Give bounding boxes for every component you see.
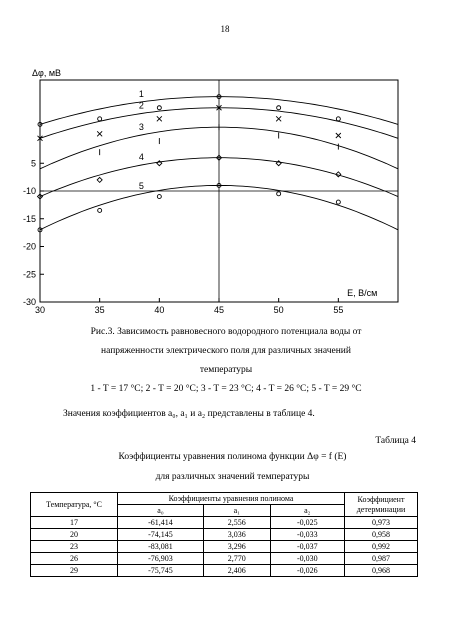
table-label: Таблица 4 xyxy=(375,436,416,446)
table-title-line-2: для различных значений температуры xyxy=(155,472,310,482)
series-2-point xyxy=(96,131,103,137)
cell-r2: 0,958 xyxy=(344,528,418,541)
cell-a0: -76,903 xyxy=(117,552,204,565)
series-1-label: 1 xyxy=(139,89,144,99)
y-axis-label: Δφ, мВ xyxy=(32,68,61,78)
series-4-label: 4 xyxy=(139,152,144,162)
cell-r2: 0,992 xyxy=(344,540,418,553)
series-4-point xyxy=(36,193,44,200)
cell-a2: -0,025 xyxy=(269,516,346,529)
series-3-label: 3 xyxy=(139,122,144,132)
series-4-curve xyxy=(39,157,399,198)
series-1-point xyxy=(97,116,103,122)
y-tick-label: -10 xyxy=(23,186,36,196)
header-coefficients: Коэффициенты уравнения полинома xyxy=(117,492,345,505)
cell-a2: -0,033 xyxy=(269,528,346,541)
caption-line-2: напряженности электрического поля для ра… xyxy=(101,346,351,356)
table-row: 17 -61,414 2,556 -0,025 0,973 xyxy=(30,516,418,529)
x-tick-label: 40 xyxy=(154,305,164,315)
coefficient-note: Значения коэффициентов a₀, a₁ и a₂ предс… xyxy=(63,409,315,419)
cell-a2: -0,037 xyxy=(269,540,346,553)
caption-line-1: Рис.3. Зависимость равновесного водородн… xyxy=(90,327,362,337)
cell-a2: -0,026 xyxy=(269,564,346,577)
header-determination: Коэффициент детерминации xyxy=(344,492,418,517)
cell-a1: 2,770 xyxy=(202,552,271,565)
header-temperature: Температура, °С xyxy=(30,492,118,517)
y-tick-label: -20 xyxy=(23,242,36,252)
page-number: 18 xyxy=(220,24,230,34)
subheader-a1: a₁ xyxy=(202,504,271,517)
series-2-label: 2 xyxy=(139,100,144,110)
series-1-point xyxy=(276,105,282,111)
cell-a1: 3,036 xyxy=(202,528,271,541)
series-4-point xyxy=(96,176,103,184)
series-4-point xyxy=(335,171,342,178)
x-tick-label: 35 xyxy=(95,305,105,315)
caption-line-4: 1 - T = 17 °C; 2 - T = 20 °C; 3 - T = 23… xyxy=(90,384,362,394)
series-1-curve xyxy=(39,96,399,125)
x-tick-label: 45 xyxy=(214,305,224,315)
table-row: 23 -83,081 3,296 -0,037 0,992 xyxy=(30,540,418,553)
y-tick-label: 5 xyxy=(31,158,36,168)
series-1-point xyxy=(37,121,43,127)
table-row: 26 -76,903 2,770 -0,030 0,987 xyxy=(30,552,418,565)
cell-a1: 2,406 xyxy=(202,564,271,577)
figure-caption: Рис.3. Зависимость равновесного водородн… xyxy=(30,323,422,399)
x-tick-label: 55 xyxy=(333,305,343,315)
cell-temperature: 26 xyxy=(30,552,118,565)
series-5-curve xyxy=(39,184,399,231)
series-4-point xyxy=(156,160,163,167)
x-axis-label: E, В/см xyxy=(347,288,377,298)
coefficients-table: Температура, °С Коэффициенты уравнения п… xyxy=(30,492,418,577)
series-1-point xyxy=(156,105,162,111)
cell-r2: 0,968 xyxy=(344,564,418,577)
cell-a2: -0,030 xyxy=(269,552,346,565)
cell-r2: 0,973 xyxy=(344,516,418,529)
series-4-point xyxy=(275,160,282,167)
series-5-point xyxy=(156,194,162,200)
series-2-point xyxy=(275,116,282,122)
table-row: 29 -75,745 2,406 -0,026 0,968 xyxy=(30,564,418,577)
cell-a0: -83,081 xyxy=(117,540,204,553)
series-5-point xyxy=(97,207,103,213)
series-5-point xyxy=(276,191,282,197)
series-5-point xyxy=(37,227,43,233)
cell-temperature: 20 xyxy=(30,528,118,541)
y-tick-label: -15 xyxy=(23,214,36,224)
subheader-a0: a₀ xyxy=(117,504,204,517)
table-title-line-1: Коэффициенты уравнения полинома функции … xyxy=(118,452,347,462)
x-tick-label: 30 xyxy=(35,305,45,315)
cell-temperature: 23 xyxy=(30,540,118,553)
subheader-a2: a₂ xyxy=(269,504,346,517)
series-2-point xyxy=(37,135,43,142)
cell-a0: -75,745 xyxy=(117,564,204,577)
cell-temperature: 17 xyxy=(30,516,118,529)
series-4-point xyxy=(215,154,223,161)
cell-a0: -74,145 xyxy=(117,528,204,541)
x-tick-label: 50 xyxy=(274,305,284,315)
series-2-point xyxy=(156,116,163,122)
cell-a1: 2,556 xyxy=(202,516,271,529)
cell-temperature: 29 xyxy=(30,564,118,577)
series-2-point xyxy=(216,104,222,111)
series-1-point xyxy=(216,94,222,100)
y-tick-label: -25 xyxy=(23,269,36,279)
series-1-point xyxy=(335,116,341,122)
cell-r2: 0,987 xyxy=(344,552,418,565)
cell-a0: -61,414 xyxy=(117,516,204,529)
y-tick-label: -30 xyxy=(23,297,36,307)
series-5-point xyxy=(335,199,341,205)
series-2-point xyxy=(335,132,342,139)
series-5-label: 5 xyxy=(139,181,144,191)
table-title: Коэффициенты уравнения полинома функции … xyxy=(60,447,405,487)
table-row: 20 -74,145 3,036 -0,033 0,958 xyxy=(30,528,418,541)
series-5-point xyxy=(216,182,222,188)
cell-a1: 3,296 xyxy=(202,540,271,553)
caption-line-3: температуры xyxy=(199,365,253,375)
